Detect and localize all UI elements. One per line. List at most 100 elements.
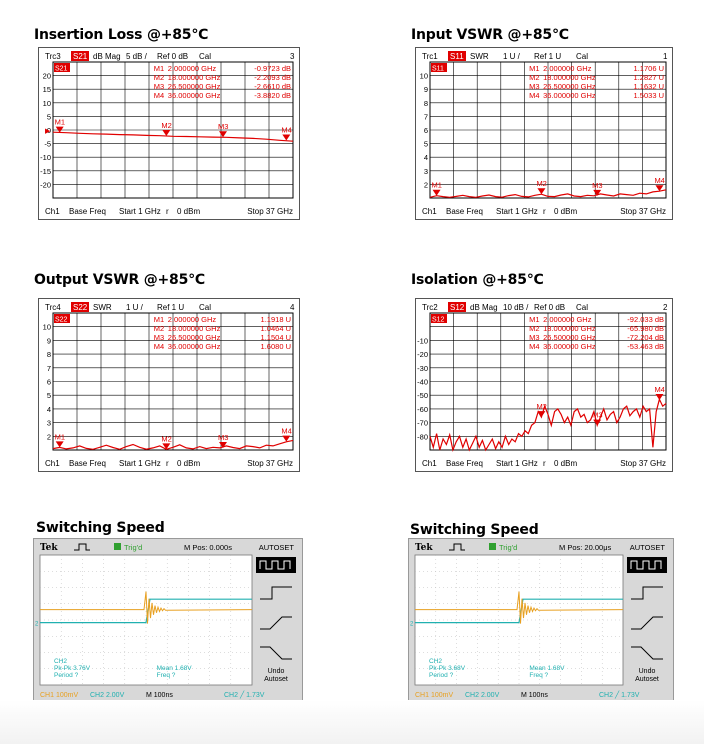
switching-speed-title-2: Switching Speed: [410, 522, 539, 538]
square-wave-icon: [630, 560, 662, 570]
trace-label: Trc3: [45, 52, 61, 61]
undo-autoset-label: Autoset: [264, 676, 288, 683]
marker-triangle: [55, 441, 64, 448]
isolation-title: Isolation @+85℃: [411, 272, 544, 288]
y-tick-label: 7: [47, 364, 51, 373]
footer-mode: Base Freq: [69, 207, 106, 216]
trace-line: [429, 189, 667, 198]
marker-tag: M3: [592, 181, 602, 190]
input-vswr-title: Input VSWR @+85℃: [411, 27, 569, 43]
y-tick-label: 6: [47, 378, 51, 387]
marker-name: M3: [529, 82, 539, 91]
marker-value: -3.8820 dB: [254, 91, 291, 100]
param-badge: [448, 302, 466, 312]
trace-line: [429, 397, 667, 453]
marker-name: M4: [529, 342, 539, 351]
param-badge: [71, 302, 89, 312]
marker-freq: 36.000000 GHz: [543, 342, 596, 351]
footer-channel: Ch1: [45, 207, 60, 216]
marker-name: M2: [529, 73, 539, 82]
y-tick-label: 9: [47, 336, 51, 345]
marker-name: M3: [154, 333, 164, 342]
marker-triangle: [282, 435, 291, 442]
marker-triangle: [162, 443, 171, 450]
y-tick-label: 5: [424, 140, 428, 149]
marker-freq: 36.000000 GHz: [543, 91, 596, 100]
marker-tag: M2: [536, 402, 546, 411]
y-tick-label: -50: [417, 391, 428, 400]
trigger-level: CH2 ╱ 1.73V: [224, 690, 265, 699]
marker-freq: 26.500000 GHz: [543, 333, 596, 342]
cal-label: Cal: [199, 52, 211, 61]
input-vswr-chart: Trc1 S11 SWR 1 U / Ref 1 U Cal 1 S11 10 9 8 7 6 5 4 3 2 M…: [415, 47, 673, 220]
marker-tag: M4: [281, 126, 291, 135]
marker-value: -65.980 dB: [627, 324, 664, 333]
channel-number: 1: [663, 52, 668, 61]
marker-freq: 18.000000 GHz: [168, 73, 221, 82]
marker-triangle: [219, 131, 227, 138]
marker-name: M1: [529, 64, 539, 73]
measure-right: Freq ?: [529, 672, 548, 679]
grid-badge-label: S22: [55, 317, 68, 324]
scale-label: 1 U /: [503, 52, 521, 61]
marker-triangle: [655, 185, 664, 192]
single-pulse-icon: [260, 586, 292, 600]
y-tick-label: 5: [47, 391, 51, 400]
autoset-label: AUTOSET: [630, 543, 666, 552]
grid-badge: [54, 63, 70, 72]
marker-name: M4: [154, 342, 164, 351]
ch2-scale: CH2 2.00V: [90, 692, 125, 699]
y-tick-label: -20: [40, 180, 51, 189]
footer-start: Start 1 GHz: [119, 207, 161, 216]
y-tick-label: -5: [44, 140, 51, 149]
marker-value: -53.463 dB: [627, 342, 664, 351]
marker-tag: M1: [55, 118, 65, 127]
scale-label: 1 U /: [126, 303, 144, 312]
trace-line: [52, 131, 294, 142]
trigger-status: Trig'd: [499, 543, 517, 552]
square-wave-icon: [259, 560, 291, 570]
marker-triangle: [537, 411, 546, 418]
marker-triangle: [537, 188, 546, 195]
y-tick-label: 10: [43, 99, 51, 108]
marker-value: 1.6080 U: [261, 342, 291, 351]
scale-label: 5 dB /: [126, 52, 148, 61]
y-tick-label: 20: [43, 72, 51, 81]
marker-freq: 2.000000 GHz: [168, 315, 217, 324]
time-scale: M 100ns: [146, 692, 173, 699]
marker-tag: M3: [218, 433, 228, 442]
footer-power: 0 dBm: [177, 207, 200, 216]
format-label: dB Mag: [93, 52, 121, 61]
trigger-level: CH2 ╱ 1.73V: [599, 690, 640, 699]
marker-name: M3: [529, 333, 539, 342]
y-tick-label: -20: [417, 350, 428, 359]
marker-tag: M3: [218, 122, 228, 131]
trigger-icon: [114, 543, 121, 550]
footer-stop: Stop 37 GHz: [620, 459, 666, 468]
marker-triangle: [655, 393, 664, 400]
y-tick-label: 15: [43, 85, 51, 94]
measure-left: Pk-Pk 3.76V: [54, 665, 91, 672]
trace-label: Trc2: [422, 303, 438, 312]
marker-name: M2: [154, 73, 164, 82]
tek-logo: Tek: [415, 543, 433, 553]
ch2-marker: 2: [35, 622, 39, 628]
marker-tag: M2: [161, 121, 171, 130]
falling-edge-icon: [260, 646, 292, 660]
marker-freq: 36.000000 GHz: [168, 91, 221, 100]
switching-speed-title-1: Switching Speed: [36, 520, 165, 536]
y-tick-label: -10: [40, 153, 51, 162]
param-label: S21: [73, 52, 88, 61]
cal-label: Cal: [576, 303, 588, 312]
trace-label: Trc4: [45, 303, 61, 312]
marker-freq: 18.000000 GHz: [168, 324, 221, 333]
marker-value: 1.5033 U: [634, 91, 664, 100]
y-tick-label: 5: [47, 112, 51, 121]
footer-stop: Stop 37 GHz: [247, 459, 293, 468]
param-badge: [71, 51, 89, 61]
marker-value: 1.1918 U: [261, 315, 291, 324]
marker-value: -0.9723 dB: [254, 64, 291, 73]
measure-left: CH2: [54, 658, 67, 665]
scale-label: 10 dB /: [503, 303, 529, 312]
y-tick-label: 2: [424, 180, 428, 189]
